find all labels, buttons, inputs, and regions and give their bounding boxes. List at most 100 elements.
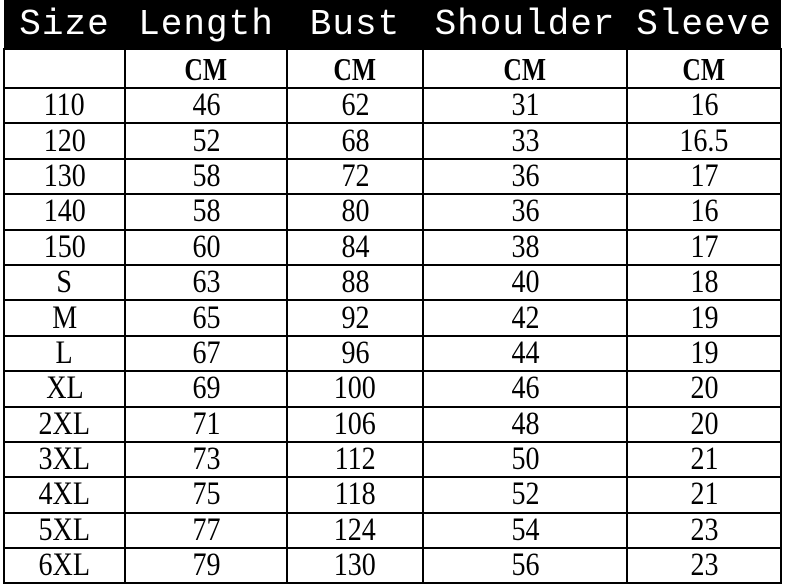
- table-row: M 65 92 42 19: [3, 299, 782, 337]
- cell-value: 63: [191, 264, 221, 301]
- table-cell-length: 67: [124, 334, 288, 373]
- unit-label: CM: [682, 50, 726, 87]
- cell-value: 67: [191, 334, 221, 371]
- table-cell-shoulder: 38: [422, 228, 628, 266]
- table-row: 3XL 73 112 50 21: [3, 440, 782, 479]
- cell-value: 21: [689, 441, 719, 478]
- table-cell-bust: 72: [286, 157, 424, 196]
- cell-value: 42: [510, 299, 540, 336]
- cell-value: 36: [510, 157, 540, 194]
- cell-value: 72: [340, 157, 370, 194]
- cell-value: 52: [510, 476, 540, 513]
- cell-value: 110: [43, 87, 86, 124]
- unit-label: CM: [503, 50, 547, 87]
- cell-value: 48: [510, 405, 540, 442]
- cell-value: 46: [191, 87, 221, 124]
- table-cell-bust: 130: [286, 547, 424, 584]
- cell-value: 20: [689, 405, 719, 442]
- table-cell-sleeve: 23: [626, 547, 782, 584]
- table-cell-shoulder: 56: [422, 547, 628, 584]
- cell-value: 36: [510, 193, 540, 230]
- cell-value: 17: [689, 228, 719, 265]
- cell-value: 130: [333, 547, 377, 584]
- unit-cell: [3, 48, 126, 89]
- table-cell-sleeve: 19: [626, 299, 782, 337]
- table-cell-sleeve: 20: [626, 405, 782, 443]
- table-cell-length: 71: [124, 405, 288, 443]
- cell-value: 33: [510, 122, 540, 159]
- table-cell-shoulder: 40: [422, 263, 628, 302]
- cell-value: 19: [689, 334, 719, 371]
- cell-value: 60: [191, 228, 221, 265]
- cell-value: 5XL: [38, 511, 91, 548]
- cell-value: L: [55, 334, 74, 371]
- table-cell-size: M: [3, 299, 126, 337]
- cell-value: 52: [191, 122, 221, 159]
- cell-value: 80: [340, 193, 370, 230]
- cell-value: 46: [510, 370, 540, 407]
- table-row: XL 69 100 46 20: [3, 370, 782, 408]
- column-header-size: Size: [4, 0, 125, 49]
- table-cell-size: 150: [3, 228, 126, 266]
- cell-value: 50: [510, 441, 540, 478]
- table-cell-size: 2XL: [3, 405, 126, 443]
- table-cell-sleeve: 21: [626, 440, 782, 479]
- table-cell-size: 3XL: [3, 440, 126, 479]
- cell-value: 124: [333, 511, 377, 548]
- column-header-length: Length: [125, 0, 287, 49]
- table-cell-shoulder: 33: [422, 122, 628, 160]
- table-cell-bust: 84: [286, 228, 424, 266]
- table-row: 140 58 80 36 16: [3, 193, 782, 231]
- cell-value: 3XL: [38, 441, 91, 478]
- cell-value: 18: [689, 264, 719, 301]
- cell-value: 106: [333, 405, 377, 442]
- table-cell-size: 130: [3, 157, 126, 196]
- table-cell-shoulder: 44: [422, 334, 628, 373]
- header-row: Size Length Bust Shoulder Sleeve: [4, 0, 781, 49]
- unit-cell: CM: [286, 48, 424, 89]
- table-cell-length: 75: [124, 476, 288, 514]
- table-cell-shoulder: 46: [422, 370, 628, 408]
- table-cell-size: 6XL: [3, 547, 126, 584]
- cell-value: 21: [689, 476, 719, 513]
- table-cell-length: 69: [124, 370, 288, 408]
- cell-value: 31: [510, 87, 540, 124]
- unit-cell: CM: [124, 48, 288, 89]
- units-row: CM CM CM CM: [3, 48, 782, 89]
- table-cell-size: 4XL: [3, 476, 126, 514]
- cell-value: 38: [510, 228, 540, 265]
- table-row: 150 60 84 38 17: [3, 228, 782, 266]
- table-row: 6XL 79 130 56 23: [3, 547, 782, 584]
- cell-value: 23: [689, 547, 719, 584]
- table-cell-sleeve: 16: [626, 86, 782, 125]
- size-chart-table: Size Length Bust Shoulder Sleeve CM CM CM CM 110…: [3, 0, 782, 584]
- cell-value: 150: [43, 228, 86, 265]
- cell-value: 140: [43, 193, 86, 230]
- cell-value: 16.5: [679, 122, 729, 159]
- table-cell-sleeve: 23: [626, 511, 782, 550]
- table-cell-bust: 112: [286, 440, 424, 479]
- table-cell-bust: 68: [286, 122, 424, 160]
- table-cell-length: 73: [124, 440, 288, 479]
- cell-value: 58: [191, 193, 221, 230]
- cell-value: 77: [191, 511, 221, 548]
- table-cell-sleeve: 17: [626, 228, 782, 266]
- table-cell-bust: 106: [286, 405, 424, 443]
- cell-value: 112: [334, 441, 376, 478]
- cell-value: 75: [191, 476, 221, 513]
- table-cell-size: 110: [3, 86, 126, 125]
- table-row: 4XL 75 118 52 21: [3, 476, 782, 514]
- cell-value: 16: [689, 193, 719, 230]
- table-cell-length: 58: [124, 157, 288, 196]
- table-cell-sleeve: 18: [626, 263, 782, 302]
- unit-label: CM: [184, 50, 228, 87]
- table-cell-shoulder: 31: [422, 86, 628, 125]
- table-cell-size: 140: [3, 193, 126, 231]
- cell-value: 100: [333, 370, 377, 407]
- table-cell-sleeve: 21: [626, 476, 782, 514]
- cell-value: 17: [689, 157, 719, 194]
- table-cell-size: L: [3, 334, 126, 373]
- cell-value: 6XL: [38, 547, 91, 584]
- table-cell-shoulder: 52: [422, 476, 628, 514]
- table-cell-sleeve: 17: [626, 157, 782, 196]
